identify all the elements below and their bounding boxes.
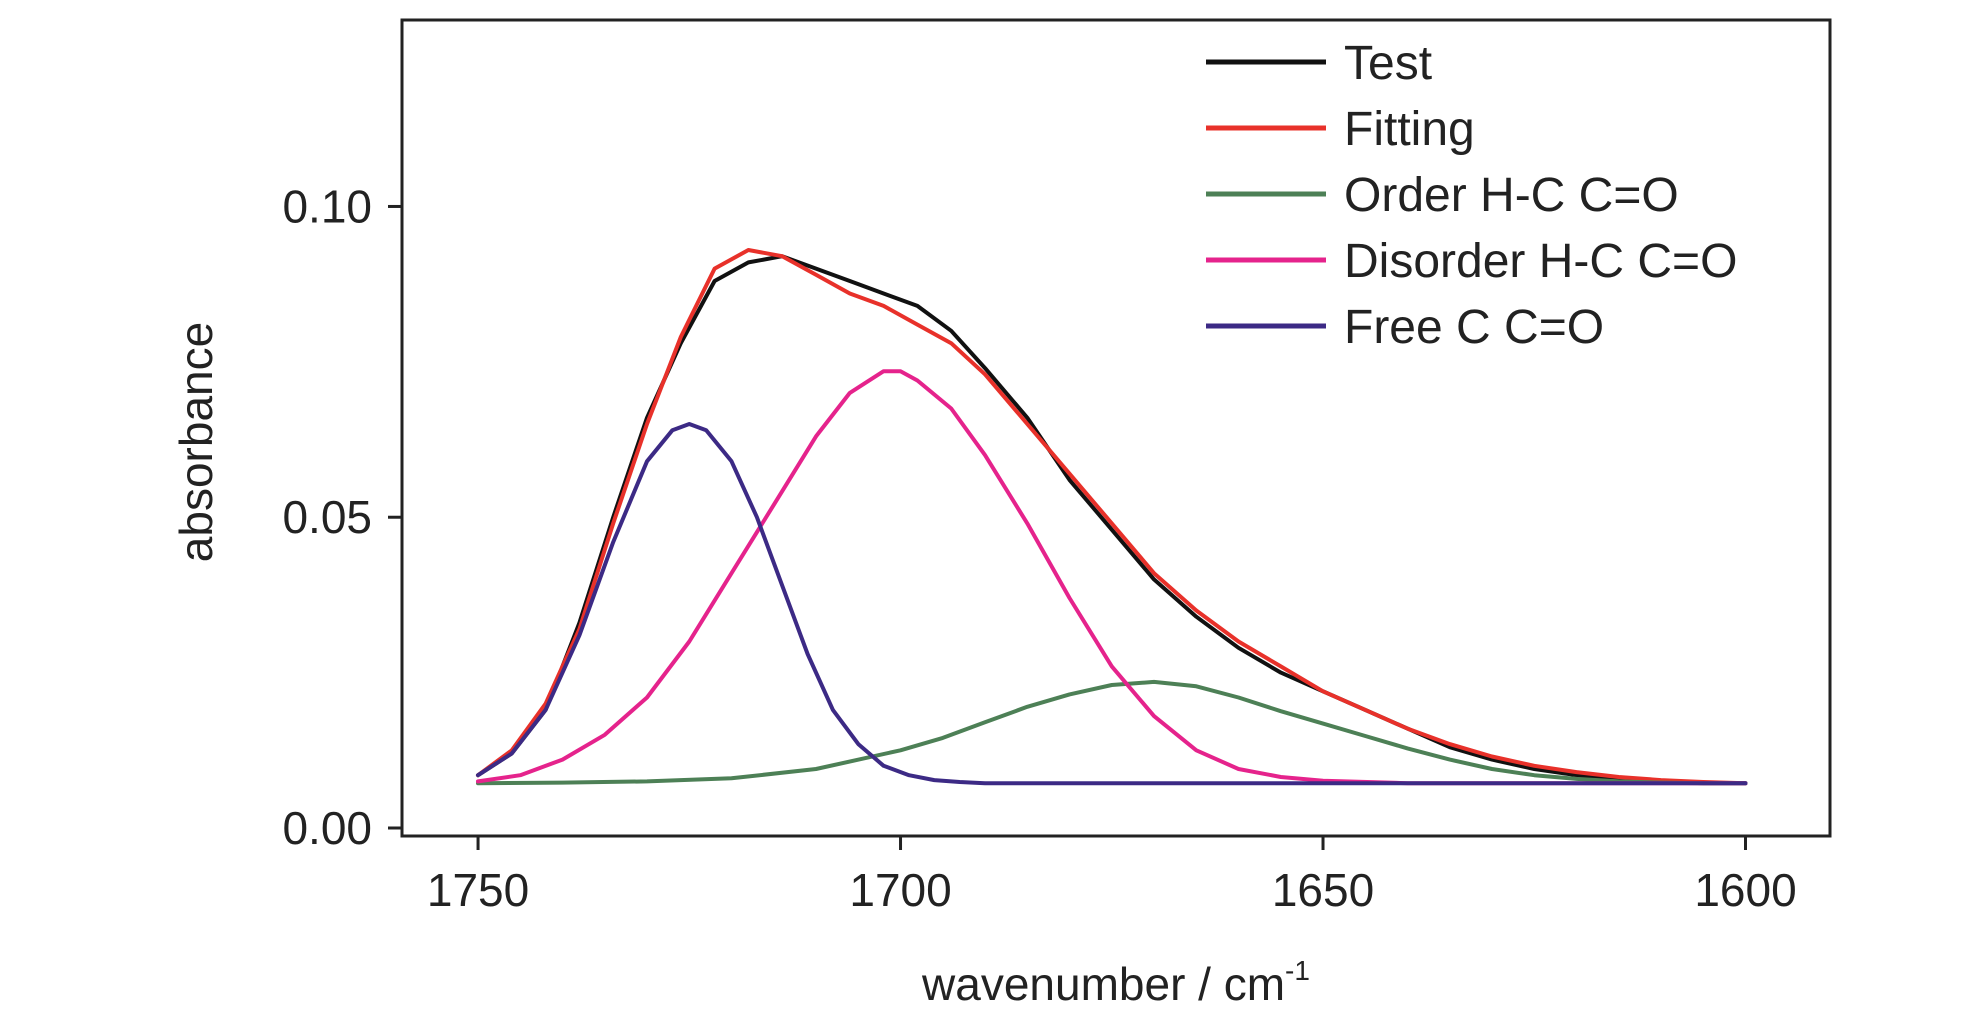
x-axis-ticks: 1750 1700 1650 1600	[427, 836, 1797, 916]
legend-label-order-h-c-c-o: Order H-C C=O	[1344, 169, 1679, 222]
y-axis-title: absorbance	[170, 322, 222, 562]
plot-frame	[400, 18, 1832, 838]
x-tick-label: 1750	[427, 864, 529, 916]
x-tick-label: 1700	[849, 864, 951, 916]
y-tick-label: 0.00	[282, 802, 372, 854]
legend-label-fitting: Fitting	[1344, 103, 1475, 156]
legend-label-free-c-c-o: Free C C=O	[1344, 301, 1604, 354]
series-layer	[476, 248, 1748, 786]
legend-label-disorder-h-c-c-o: Disorder H-C C=O	[1344, 235, 1737, 288]
legend-label-test: Test	[1344, 37, 1432, 90]
y-axis-ticks: 0.00 0.05 0.10	[282, 180, 402, 854]
series-line-order-h-c-c-o	[476, 679, 1748, 786]
x-tick-label: 1600	[1694, 864, 1796, 916]
legend: Test Fitting Order H-C C=O Disorder H-C C=O…	[1206, 37, 1737, 354]
y-tick-label: 0.10	[282, 180, 372, 232]
series-line-free-c-c-o	[476, 422, 1748, 786]
y-tick-label: 0.05	[282, 491, 372, 543]
x-axis-title-superscript: -1	[1285, 955, 1310, 986]
x-axis-title-main: wavenumber / cm	[921, 958, 1285, 1010]
x-tick-label: 1650	[1272, 864, 1374, 916]
series-line-fitting	[476, 248, 1748, 786]
x-axis-title: wavenumber / cm-1	[921, 955, 1310, 1010]
